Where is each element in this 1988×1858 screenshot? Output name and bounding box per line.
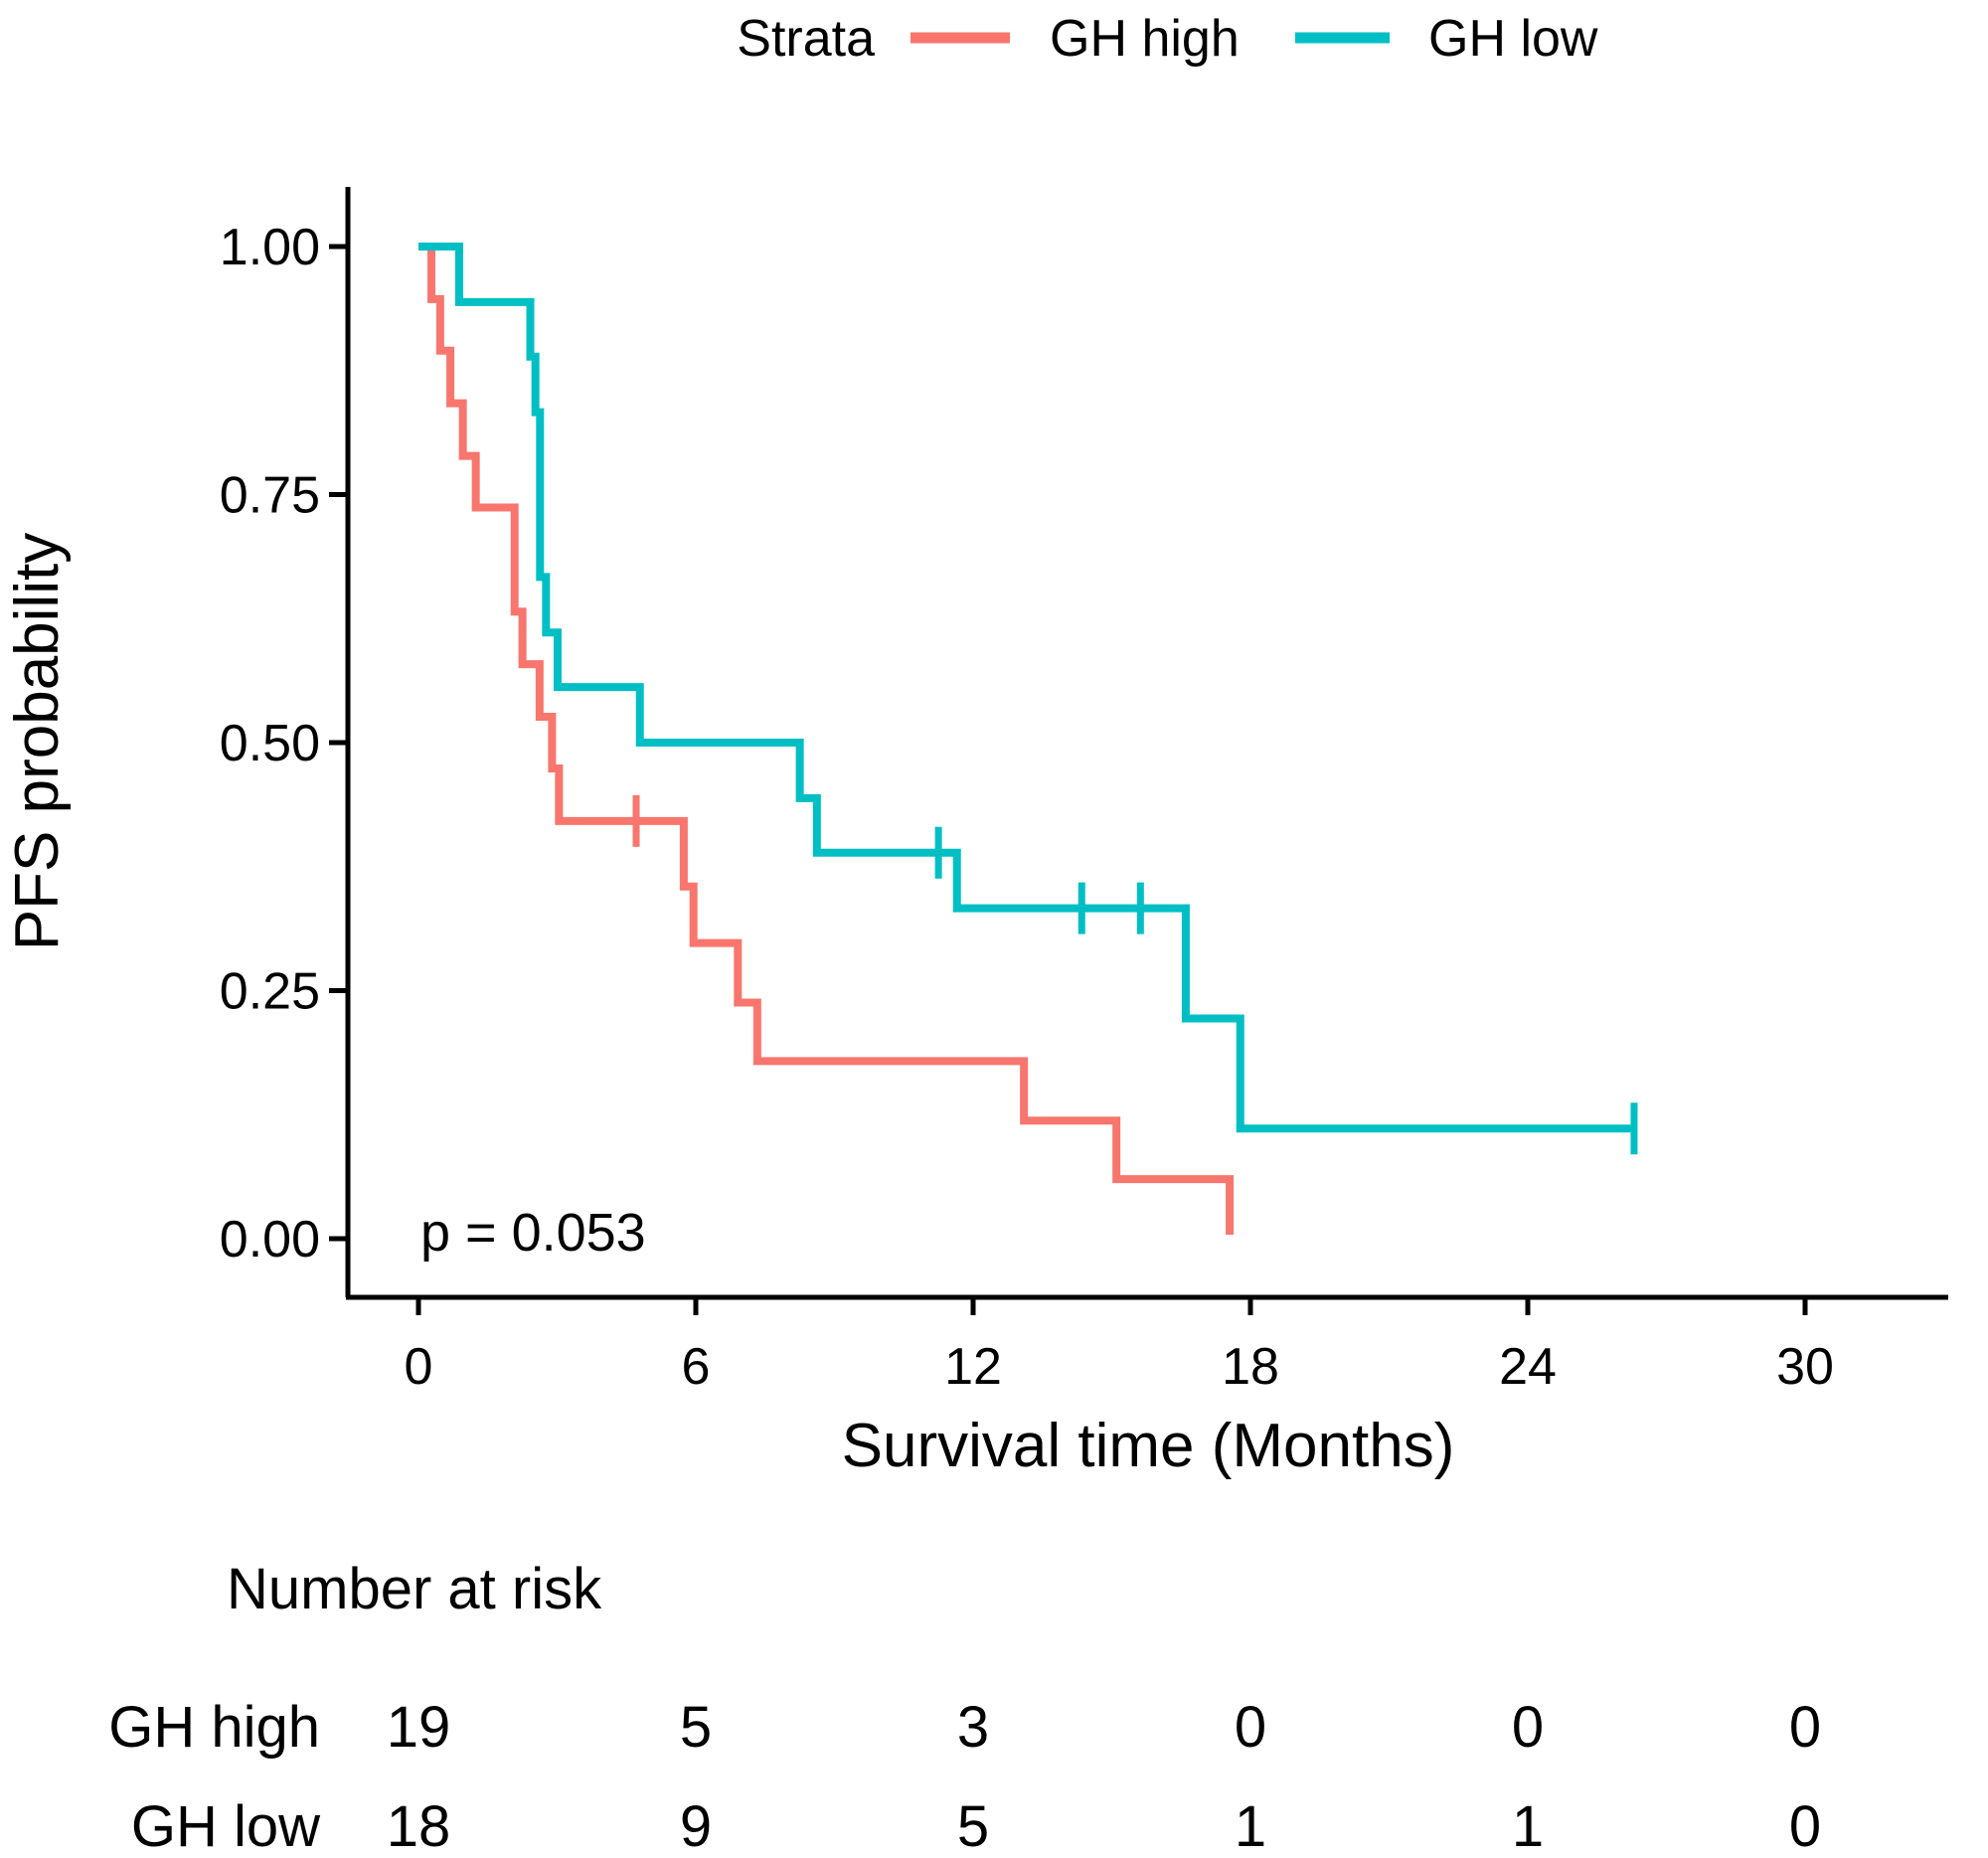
- risk-value: 0: [1789, 1794, 1821, 1858]
- y-axis-ticks: 0.00 0.25 0.50 0.75 1.00: [220, 219, 348, 1268]
- legend-label-gh-low: GH low: [1428, 10, 1598, 68]
- y-tick-label: 0.50: [220, 715, 320, 772]
- y-tick-label: 0.75: [220, 467, 320, 525]
- curve-gh-low: [418, 243, 1634, 1133]
- risk-value: 5: [680, 1695, 712, 1760]
- risk-value: 0: [1512, 1695, 1544, 1760]
- y-tick-label: 0.00: [220, 1211, 320, 1268]
- x-tick-label: 12: [944, 1338, 1002, 1396]
- risk-table-heading: Number at risk: [227, 1557, 602, 1621]
- risk-value: 0: [1789, 1695, 1821, 1760]
- risk-value: 19: [387, 1695, 451, 1760]
- risk-table: Number at risk GH high GH low 19 5 3 0 0 0 18 9…: [108, 1557, 1821, 1858]
- x-tick-label: 24: [1499, 1338, 1557, 1396]
- risk-value: 1: [1235, 1794, 1266, 1858]
- x-tick-label: 18: [1222, 1338, 1279, 1396]
- x-tick-label: 30: [1776, 1338, 1834, 1396]
- risk-value: 9: [680, 1794, 712, 1858]
- risk-value: 1: [1512, 1794, 1544, 1858]
- risk-value: 18: [387, 1794, 451, 1858]
- y-axis-title: PFS probability: [3, 533, 72, 950]
- risk-values: 19 5 3 0 0 0 18 9 5 1 1 0: [387, 1695, 1821, 1858]
- legend-label-gh-high: GH high: [1050, 10, 1240, 68]
- risk-row-label-gh-high: GH high: [108, 1695, 320, 1760]
- survival-curves: [418, 243, 1638, 1236]
- risk-value: 5: [957, 1794, 989, 1858]
- legend: Strata GH high GH low: [737, 10, 1598, 68]
- x-axis-title: Survival time (Months): [842, 1412, 1455, 1480]
- x-axis-ticks: 0 6 12 18 24 30: [405, 1297, 1834, 1396]
- risk-value: 3: [957, 1695, 989, 1760]
- risk-row-label-gh-low: GH low: [131, 1794, 321, 1858]
- legend-title: Strata: [737, 10, 875, 68]
- p-value-annotation: p = 0.053: [420, 1203, 646, 1263]
- x-tick-label: 6: [682, 1338, 711, 1396]
- x-tick-label: 0: [405, 1338, 433, 1396]
- y-tick-label: 0.25: [220, 963, 320, 1021]
- y-tick-label: 1.00: [220, 219, 320, 276]
- curve-gh-high: [418, 243, 1235, 1236]
- risk-value: 0: [1235, 1695, 1266, 1760]
